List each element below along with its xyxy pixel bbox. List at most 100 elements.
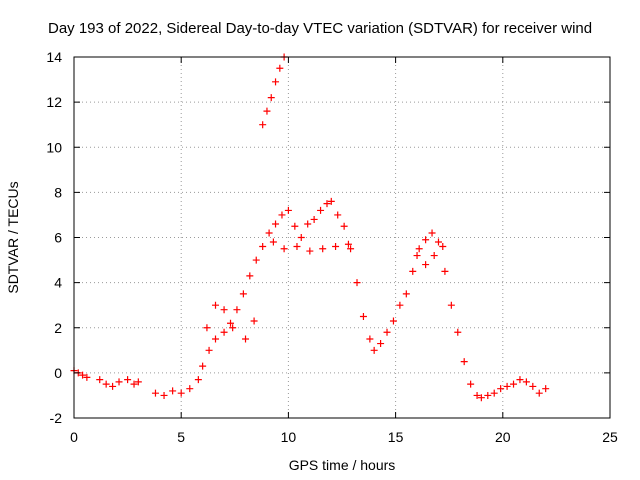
chart-title: Day 193 of 2022, Sidereal Day-to-day VTE… — [48, 20, 592, 37]
x-tick-label: 0 — [70, 429, 78, 445]
data-point — [413, 252, 421, 260]
data-point — [220, 328, 228, 336]
data-point — [109, 382, 117, 390]
data-point — [297, 234, 305, 241]
data-point — [402, 290, 410, 298]
data-point — [276, 64, 284, 72]
data-point — [272, 78, 280, 86]
y-tick-label: -2 — [50, 410, 63, 426]
data-point — [186, 385, 194, 393]
data-point — [284, 206, 292, 214]
data-point — [259, 121, 267, 129]
data-point — [212, 335, 220, 343]
data-point — [497, 385, 505, 393]
data-point — [377, 340, 385, 348]
y-tick-label: 14 — [46, 49, 62, 65]
data-point — [542, 385, 550, 393]
data-point — [323, 200, 331, 208]
data-point — [422, 261, 430, 269]
data-point — [306, 247, 314, 255]
data-point — [79, 371, 87, 379]
data-point — [529, 382, 537, 390]
data-point — [280, 245, 288, 253]
data-point — [272, 220, 280, 228]
x-tick-label: 20 — [495, 429, 511, 445]
data-point — [422, 236, 430, 244]
data-point — [194, 376, 202, 384]
y-tick-label: 2 — [54, 320, 62, 336]
data-point — [473, 391, 481, 399]
data-point — [415, 245, 423, 253]
data-point — [370, 346, 378, 354]
x-tick-label: 25 — [602, 429, 618, 445]
data-point — [242, 335, 250, 343]
data-point — [263, 107, 271, 115]
data-point — [160, 391, 168, 399]
data-point — [177, 389, 185, 397]
data-point — [130, 380, 138, 388]
data-point — [516, 376, 524, 384]
data-point — [220, 306, 228, 314]
data-point — [490, 389, 498, 397]
data-point — [199, 362, 207, 370]
data-point — [310, 215, 318, 223]
data-point — [134, 378, 142, 386]
x-tick-label: 15 — [388, 429, 404, 445]
data-point — [319, 245, 327, 253]
data-point — [269, 238, 277, 246]
data-point — [267, 94, 275, 102]
data-point — [151, 389, 159, 397]
data-point — [396, 301, 404, 309]
data-point — [383, 328, 391, 336]
data-point — [467, 380, 475, 388]
data-point — [233, 306, 241, 314]
y-tick-label: 10 — [46, 139, 62, 155]
ticks: 0 5 10 15 20 25 -2 0 2 4 6 8 10 12 14 — [46, 49, 618, 445]
data-point — [503, 382, 511, 390]
data-point — [344, 240, 352, 248]
data-point — [246, 272, 254, 280]
data-point — [332, 243, 340, 251]
data-point — [250, 317, 258, 325]
data-point — [460, 358, 468, 366]
x-axis-label: GPS time / hours — [289, 457, 396, 473]
y-tick-label: 6 — [54, 230, 62, 246]
data-point — [366, 335, 374, 343]
y-tick-label: 4 — [54, 275, 62, 291]
data-point — [454, 328, 462, 336]
data-point — [83, 373, 91, 381]
x-tick-label: 5 — [177, 429, 185, 445]
data-point — [409, 267, 417, 275]
x-tick-label: 10 — [281, 429, 297, 445]
data-points — [70, 53, 550, 402]
data-point — [227, 319, 235, 327]
data-point — [291, 222, 299, 230]
data-point — [428, 229, 436, 237]
data-point — [278, 211, 286, 219]
data-point — [252, 256, 260, 264]
data-point — [439, 243, 447, 251]
data-point — [169, 387, 177, 395]
data-point — [535, 389, 543, 397]
data-point — [212, 301, 220, 309]
data-point — [441, 267, 449, 275]
data-point — [447, 301, 455, 309]
data-point — [102, 380, 110, 388]
y-axis-label: SDTVAR / TECUs — [5, 181, 21, 293]
data-point — [359, 312, 367, 320]
data-point — [340, 222, 348, 230]
data-point — [353, 279, 361, 287]
data-point — [115, 378, 123, 386]
data-point — [96, 376, 104, 384]
data-point — [522, 378, 530, 386]
data-point — [347, 245, 355, 253]
data-point — [389, 317, 397, 325]
data-point — [477, 394, 485, 402]
data-point — [265, 229, 273, 237]
data-point — [124, 376, 132, 384]
y-tick-label: 12 — [46, 94, 62, 110]
grid — [74, 57, 610, 418]
data-point — [334, 211, 342, 219]
data-point — [229, 324, 237, 332]
